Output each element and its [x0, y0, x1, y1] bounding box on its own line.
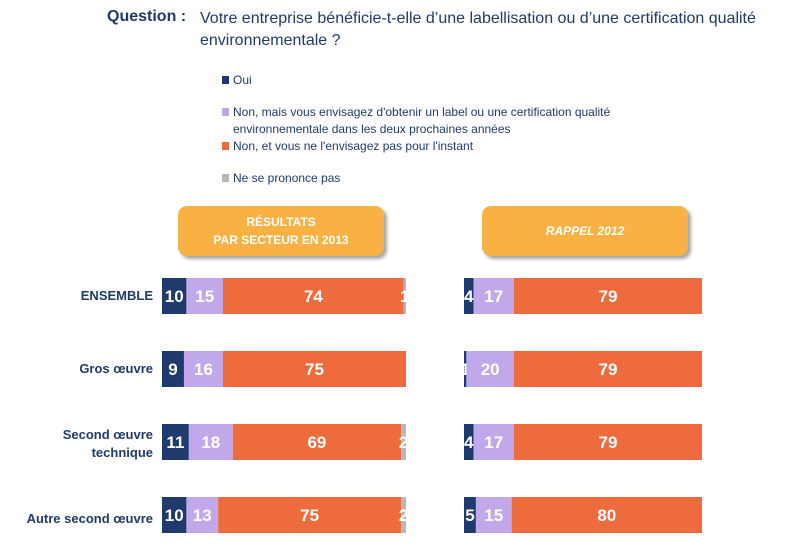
legend-label-oui: Oui — [233, 73, 252, 87]
bar-value-2013-row1-nsp: 1 — [400, 287, 409, 306]
header-results-2013: RÉSULTATS PAR SECTEUR EN 2013 — [178, 206, 384, 256]
legend-label-nsp: Ne se prononce pas — [233, 171, 341, 185]
bar-segment-2013-row3-non-pas — [232, 424, 402, 460]
bar-segment-2013-row3-oui — [162, 424, 189, 460]
bar-segment-2013-row4-non-pas — [218, 497, 402, 533]
bar-value-2013-row3-oui: 11 — [166, 433, 184, 452]
category-label-ensemble-text: ENSEMBLE — [80, 288, 153, 303]
category-label-second-oeuvre-line1: Second œuvre — [62, 427, 153, 442]
bar-value-2013-row1-non-envisage: 15 — [195, 287, 214, 306]
bar-segment-2012-row3-non-pas — [513, 424, 702, 460]
bar-value-2012-row1-non-envisage: 17 — [484, 287, 503, 306]
bar-segment-2013-row2-non-pas — [223, 351, 406, 387]
bar-value-2013-row2-non-envisage: 16 — [194, 360, 213, 379]
bar-value-2012-row3-non-pas: 79 — [599, 433, 618, 452]
legend-swatch-nsp — [222, 174, 229, 182]
bar-value-2012-row4-non-pas: 80 — [597, 506, 616, 525]
bar-value-2013-row4-non-envisage: 13 — [193, 506, 212, 525]
bar-value-2012-row3-non-envisage: 17 — [484, 433, 503, 452]
category-label-second-oeuvre-line2: technique — [91, 445, 153, 460]
legend-label-non-envisage: Non, mais vous envisagez d'obtenir un la… — [233, 105, 611, 136]
bar-segment-2013-row4-nsp — [401, 497, 406, 533]
category-label-autre-second-text: Autre second œuvre — [26, 511, 153, 526]
question-label: Question : — [107, 8, 187, 25]
bar-value-2013-row1-oui: 10 — [165, 287, 184, 306]
bar-value-2013-row4-non-pas: 75 — [300, 506, 319, 525]
bar-value-2012-row1-non-pas: 79 — [599, 287, 618, 306]
bar-value-2013-row3-nsp: 2 — [399, 433, 408, 452]
bar-segment-2012-row4-non-envisage — [475, 497, 512, 533]
bar-segment-2013-row2-oui — [162, 351, 184, 387]
header-rappel-label: RAPPEL 2012 — [545, 224, 625, 238]
legend-swatch-non-envisage — [222, 108, 229, 116]
bar-segment-2012-row2-oui — [464, 351, 467, 387]
bar-value-2013-row3-non-envisage: 18 — [201, 433, 220, 452]
bar-value-2012-row3-oui: 4 — [464, 433, 474, 452]
bar-segment-2013-row1-nsp — [403, 278, 406, 314]
bar-segment-2013-row4-oui — [162, 497, 187, 533]
bar-segment-2013-row3-non-envisage — [188, 424, 233, 460]
legend-label-non-pas: Non, et vous ne l'envisagez pas pour l'i… — [233, 139, 474, 153]
bar-segment-2012-row4-non-pas — [511, 497, 702, 533]
legend-swatch-non-pas — [222, 142, 229, 150]
bar-value-2012-row2-non-pas: 79 — [599, 360, 618, 379]
bar-value-2013-row4-oui: 10 — [165, 506, 184, 525]
bar-value-2012-row1-oui: 4 — [464, 287, 474, 306]
bar-segment-2013-row1-non-envisage — [186, 278, 223, 314]
bar-segment-2012-row4-oui — [464, 497, 476, 533]
legend-swatch-oui — [222, 76, 229, 84]
bar-value-2013-row3-non-pas: 69 — [307, 433, 326, 452]
bar-segment-2013-row1-oui — [162, 278, 187, 314]
bar-value-2012-row4-oui: 5 — [465, 506, 474, 525]
bar-segment-2012-row2-non-pas — [513, 351, 702, 387]
bar-segment-2013-row2-non-envisage — [183, 351, 223, 387]
bar-segment-2012-row3-oui — [464, 424, 474, 460]
bar-segment-2012-row1-non-envisage — [473, 278, 514, 314]
bar-value-2013-row2-non-pas: 75 — [305, 360, 324, 379]
bar-segment-2013-row1-non-pas — [223, 278, 404, 314]
bar-value-2013-row1-non-pas: 74 — [304, 287, 323, 306]
header-results-line1: RÉSULTATS — [246, 215, 316, 229]
category-label-autre-second: Autre second œuvre — [10, 510, 153, 528]
header-results-line2: PAR SECTEUR EN 2013 — [213, 233, 349, 247]
bar-value-2013-row2-oui: 9 — [168, 360, 177, 379]
bar-segment-2012-row1-non-pas — [513, 278, 702, 314]
bar-segment-2013-row4-non-envisage — [186, 497, 219, 533]
bar-value-2012-row2-non-envisage: 20 — [481, 360, 500, 379]
bar-value-2013-row4-nsp: 2 — [399, 506, 408, 525]
category-label-second-oeuvre: Second œuvre technique — [10, 426, 153, 462]
bar-segment-2012-row2-non-envisage — [466, 351, 514, 387]
header-rappel-2012: RAPPEL 2012 — [482, 206, 688, 256]
bar-value-2012-row2-oui: 1 — [460, 360, 469, 379]
bar-segment-2013-row3-nsp — [401, 424, 406, 460]
category-label-ensemble: ENSEMBLE — [10, 287, 153, 305]
bar-segment-2012-row1-oui — [464, 278, 474, 314]
bar-segment-2012-row3-non-envisage — [473, 424, 514, 460]
question-text: Votre entreprise bénéficie-t-elle d’une … — [200, 10, 756, 49]
category-label-gros-oeuvre-text: Gros œuvre — [79, 361, 153, 376]
category-label-gros-oeuvre: Gros œuvre — [10, 360, 153, 378]
bar-value-2012-row4-non-envisage: 15 — [484, 506, 503, 525]
